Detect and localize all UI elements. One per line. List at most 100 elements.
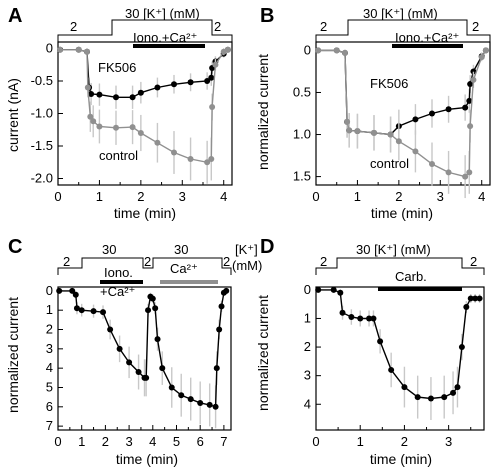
- data-point: [126, 359, 133, 366]
- annotation-b-2: 2: [472, 19, 479, 34]
- x-axis-label-a: time (min): [114, 205, 176, 221]
- data-point: [466, 97, 473, 104]
- panel-c: C 2 30 2 30 2 [K⁺] (mM) Iono. +Ca²⁺ Ca²⁺…: [5, 236, 262, 467]
- series-layer-a: [57, 46, 231, 184]
- series-label-a-control: control: [99, 148, 138, 163]
- y-axis-label-c: normalized current: [5, 297, 21, 413]
- annotation-d-0: 2: [320, 254, 327, 269]
- data-point: [414, 394, 421, 401]
- series-line: [318, 289, 480, 400]
- data-point: [458, 344, 465, 351]
- data-point: [145, 307, 152, 314]
- plot-frame: [315, 41, 491, 186]
- x-tick-label: 2: [401, 434, 408, 449]
- axes-a: 0 1 2 3 4 0 -0.5 -1.0 -1.5 -2.0: [31, 41, 233, 204]
- data-point: [224, 46, 231, 53]
- data-point: [412, 116, 419, 123]
- data-point: [159, 365, 166, 372]
- x-tick-label: 6: [197, 434, 204, 449]
- data-point: [401, 384, 408, 391]
- stimulus-bracket-a: [57, 19, 233, 42]
- data-point: [354, 128, 361, 135]
- data-point: [152, 305, 159, 312]
- data-point: [371, 129, 377, 136]
- y-tick-label: -2.0: [31, 171, 53, 186]
- data-point: [171, 81, 177, 88]
- annotation-b-0: 2: [320, 19, 327, 34]
- annotation-c-1: 30: [102, 242, 116, 257]
- annotation-a-1: 30 [K⁺] (mM): [125, 6, 200, 21]
- data-point: [143, 374, 150, 381]
- x-tick-label: 2: [137, 189, 144, 204]
- data-point: [441, 394, 448, 401]
- x-tick-label: 0: [54, 189, 61, 204]
- data-point: [96, 123, 103, 130]
- data-point: [154, 139, 161, 146]
- data-point: [377, 338, 384, 345]
- data-point: [337, 289, 344, 296]
- data-point: [357, 315, 364, 322]
- annotation-c-6: (mM): [232, 258, 262, 273]
- annotation-c-0: 2: [63, 254, 70, 269]
- y-tick-label: -1.5: [31, 138, 53, 153]
- data-point: [178, 392, 185, 399]
- data-point: [366, 315, 373, 322]
- stimulus-bracket-d: [315, 257, 485, 275]
- data-point: [209, 104, 216, 110]
- data-point: [129, 94, 136, 101]
- data-point: [56, 287, 63, 294]
- y-axis-label-b: normalized current: [255, 54, 271, 170]
- y-tick-label: 0: [46, 41, 53, 56]
- data-point: [129, 124, 136, 131]
- data-point: [218, 303, 225, 310]
- data-point: [470, 68, 477, 75]
- data-point: [73, 305, 80, 312]
- x-tick-label: 3: [445, 434, 452, 449]
- data-point: [395, 138, 402, 145]
- x-tick-label: 2: [102, 434, 109, 449]
- annotation-b-3: Iono.+Ca²⁺: [395, 30, 459, 45]
- data-point: [315, 47, 322, 54]
- data-point: [88, 91, 95, 97]
- x-tick-label: 1: [357, 434, 364, 449]
- x-tick-label: 4: [149, 434, 156, 449]
- data-point: [187, 156, 194, 162]
- x-tick-label: 0: [54, 434, 61, 449]
- data-point: [427, 395, 434, 402]
- y-axis-label-d: normalized current: [255, 295, 271, 411]
- data-point: [137, 130, 144, 136]
- data-point: [463, 304, 470, 311]
- data-point: [462, 173, 469, 180]
- data-point: [90, 118, 97, 125]
- y-tick-label: 0: [304, 282, 311, 297]
- stimulus-bracket-c: [57, 257, 232, 275]
- annotation-d-1: 30 [K⁺] (mM): [356, 242, 431, 257]
- annotation-d-2: 2: [470, 254, 477, 269]
- data-point: [69, 287, 76, 294]
- y-tick-label: 5: [46, 379, 53, 394]
- data-point: [78, 307, 85, 314]
- data-point: [454, 384, 461, 391]
- data-point: [429, 110, 435, 117]
- data-point: [387, 131, 394, 138]
- annotation-a-2: 2: [214, 19, 221, 34]
- data-point: [333, 47, 340, 54]
- data-point: [467, 81, 474, 88]
- data-point: [212, 403, 219, 410]
- data-point: [462, 104, 469, 111]
- annotation-c-2: 2: [144, 254, 151, 269]
- x-tick-label: 4: [220, 189, 227, 204]
- data-point: [213, 365, 220, 372]
- data-point: [137, 89, 144, 96]
- y-tick-label: 3: [304, 368, 311, 383]
- data-point: [223, 287, 230, 294]
- x-tick-label: 2: [395, 189, 402, 204]
- panel-a: A 2 30 [K⁺] (mM) 2 Iono.+Ca²⁺ 0 1 2 3 4 0 -0.5…: [5, 5, 233, 221]
- data-point: [171, 149, 177, 156]
- plot-frame: [57, 286, 232, 431]
- series-label-a-fk506: FK506: [98, 60, 136, 75]
- series-line: [60, 49, 229, 164]
- panel-label-a: A: [8, 5, 22, 27]
- panel-d: D 2 30 [K⁺] (mM) 2 Carb. 0 1 2 3 0 1 2 3 4 time …: [255, 236, 485, 467]
